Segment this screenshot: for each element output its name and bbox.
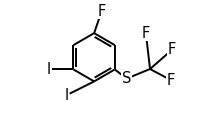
Text: I: I xyxy=(64,88,69,103)
Text: F: F xyxy=(167,73,175,87)
Text: S: S xyxy=(122,71,131,86)
Text: S: S xyxy=(122,71,131,86)
Text: I: I xyxy=(46,62,51,77)
Text: F: F xyxy=(98,4,106,18)
Text: F: F xyxy=(168,42,176,57)
Text: F: F xyxy=(142,26,150,41)
